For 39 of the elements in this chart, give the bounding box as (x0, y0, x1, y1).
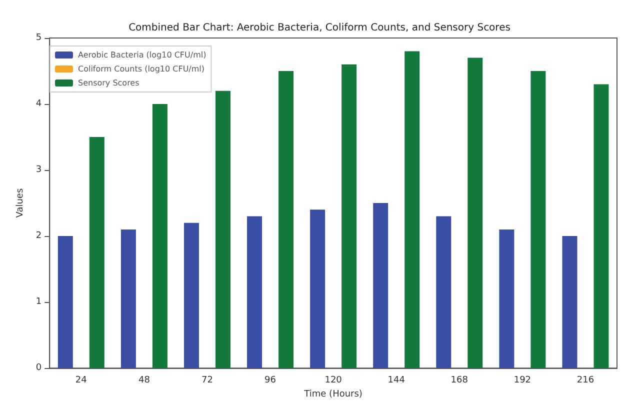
bar (278, 71, 294, 368)
y-tick-label: 2 (36, 231, 42, 242)
bar (184, 222, 199, 368)
bar (499, 229, 514, 368)
y-tick-label: 5 (36, 33, 42, 43)
bar (562, 236, 578, 368)
y-tick-label: 3 (36, 165, 42, 176)
x-tick-label: 24 (75, 376, 88, 386)
bar (120, 229, 136, 368)
y-tick-label: 4 (36, 99, 42, 110)
y-axis-title: Values (16, 188, 26, 218)
x-tick-label: 72 (202, 376, 213, 386)
bar (373, 203, 388, 368)
bar (594, 84, 609, 368)
legend-label: Sensory Scores (78, 78, 140, 88)
legend-label: Aerobic Bacteria (log10 CFU/ml) (78, 50, 206, 60)
x-tick-label: 168 (450, 376, 468, 386)
bar (436, 216, 452, 368)
y-tick-label: 0 (36, 363, 42, 374)
bar (310, 210, 326, 368)
x-tick-label: 216 (576, 376, 594, 386)
legend-label: Coliform Counts (log10 CFU/ml) (78, 64, 205, 74)
x-tick-label: 120 (324, 376, 342, 386)
x-axis-title: Time (Hours) (303, 390, 362, 400)
x-tick-label: 96 (264, 376, 276, 386)
x-tick-label: 48 (138, 376, 150, 386)
x-tick-label: 144 (388, 376, 406, 386)
bar (58, 236, 73, 368)
bar (247, 216, 262, 368)
bar (89, 137, 104, 368)
x-tick-label: 192 (514, 376, 532, 386)
chart-title: Combined Bar Chart: Aerobic Bacteria, Coliform Counts, and Sensory Scores (128, 22, 510, 34)
bar (152, 104, 168, 368)
bar (530, 71, 546, 368)
bar (215, 90, 230, 368)
y-tick-label: 1 (36, 297, 42, 308)
bar (342, 64, 357, 368)
bar (404, 51, 420, 368)
bar (468, 58, 483, 368)
